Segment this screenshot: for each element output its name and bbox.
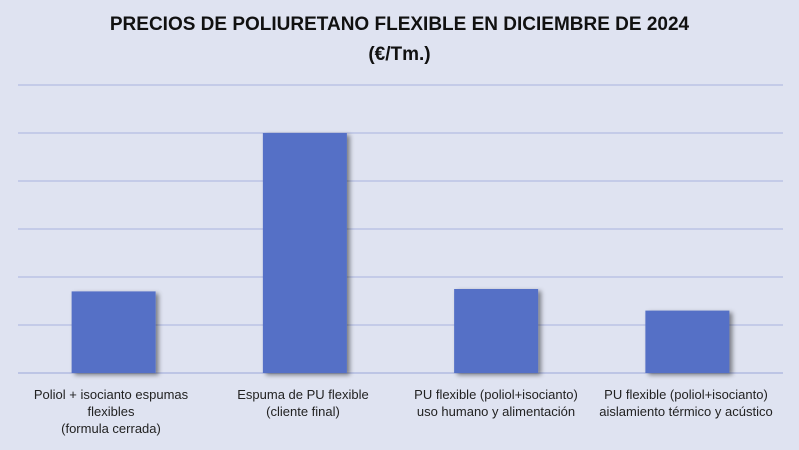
category-label-2: Espuma de PU flexible (cliente final) bbox=[237, 387, 369, 419]
category-label-3: PU flexible (poliol+isocianto) uso human… bbox=[414, 387, 578, 419]
bar-1 bbox=[71, 291, 156, 373]
chart-title: PRECIOS DE POLIURETANO FLEXIBLE EN DICIE… bbox=[109, 14, 690, 35]
bar-2 bbox=[262, 133, 347, 373]
chart-subtitle: (€/Tm.) bbox=[368, 44, 431, 65]
category-label-1: Poliol + isocianto espumas flexibles (fo… bbox=[33, 387, 189, 436]
bar-4 bbox=[645, 310, 730, 373]
bar-3 bbox=[454, 289, 539, 373]
category-label-4: PU flexible (poliol+isocianto) aislamien… bbox=[599, 387, 773, 419]
